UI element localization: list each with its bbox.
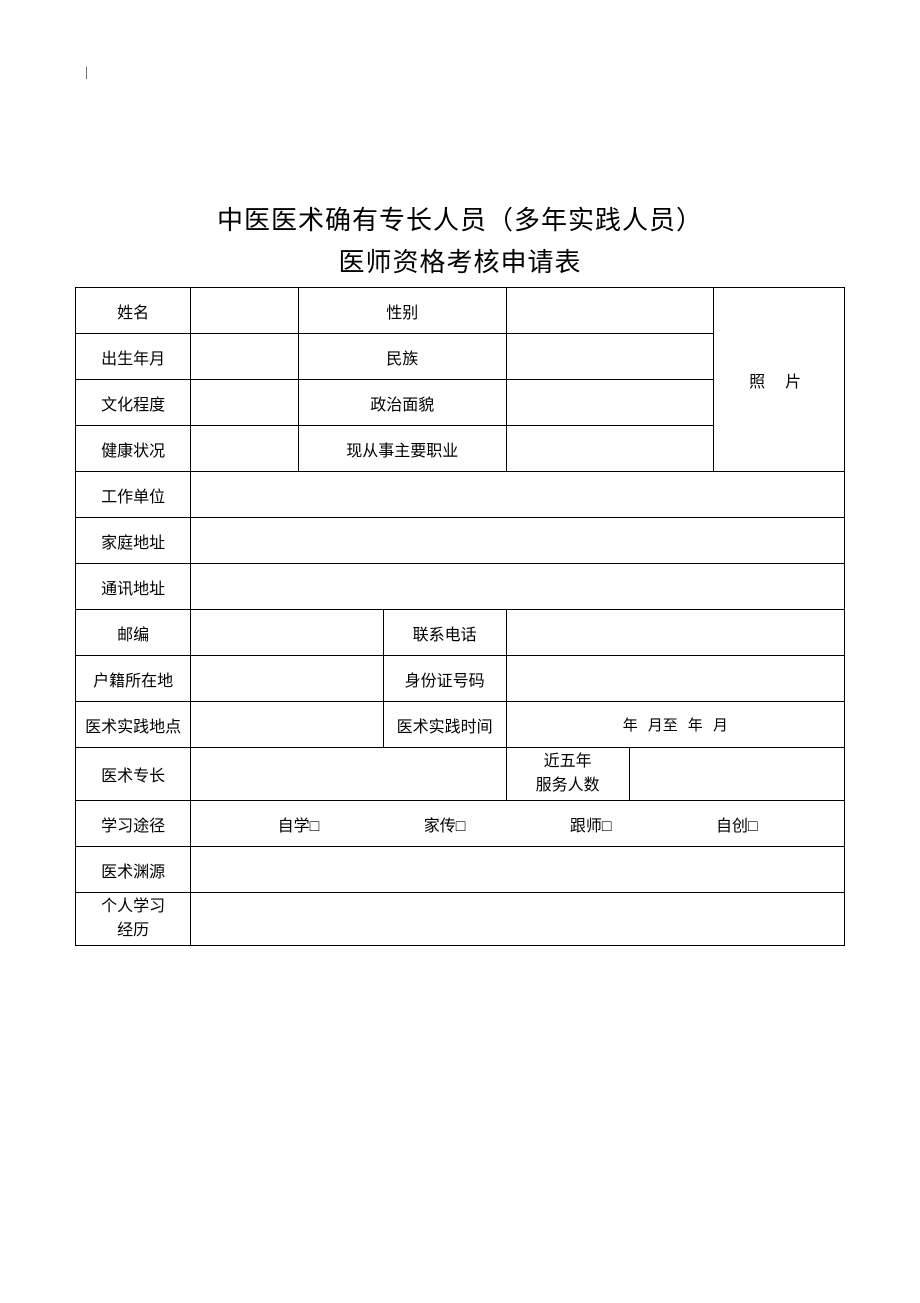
served-count-l1: 近五年 [511, 750, 625, 774]
practice-time-y2: 年 [688, 714, 703, 735]
field-phone[interactable] [506, 610, 844, 656]
field-household[interactable] [191, 656, 383, 702]
field-health[interactable] [191, 426, 299, 472]
label-ethnicity: 民族 [299, 334, 507, 380]
photo-box[interactable]: 照 片 [714, 288, 845, 472]
label-specialty: 医术专长 [76, 748, 191, 801]
field-education[interactable] [191, 380, 299, 426]
practice-time-m2: 月 [713, 714, 728, 735]
field-gender[interactable] [506, 288, 714, 334]
label-gender: 性别 [299, 288, 507, 334]
field-name[interactable] [191, 288, 299, 334]
field-specialty[interactable] [191, 748, 506, 801]
field-postcode[interactable] [191, 610, 383, 656]
title-block: 中医医术确有专长人员（多年实践人员） 医师资格考核申请表 [75, 200, 845, 283]
field-practice-time[interactable]: 年 月至 年 月 [506, 702, 844, 748]
label-practice-place: 医术实践地点 [76, 702, 191, 748]
label-home-address: 家庭地址 [76, 518, 191, 564]
personal-study-l2: 经历 [80, 919, 186, 943]
application-form: 姓名 性别 照 片 出生年月 民族 文化程度 政治面貌 健康状况 现从事主要职业… [75, 287, 845, 946]
field-occupation[interactable] [506, 426, 714, 472]
field-learning-path[interactable]: 自学□ 家传□ 跟师□ 自创□ [191, 801, 845, 847]
label-political: 政治面貌 [299, 380, 507, 426]
field-practice-place[interactable] [191, 702, 383, 748]
label-birth: 出生年月 [76, 334, 191, 380]
field-origin[interactable] [191, 847, 845, 893]
label-learning-path: 学习途径 [76, 801, 191, 847]
label-served-count: 近五年 服务人数 [506, 748, 629, 801]
field-work-unit[interactable] [191, 472, 845, 518]
label-mail-address: 通讯地址 [76, 564, 191, 610]
label-practice-time: 医术实践时间 [383, 702, 506, 748]
option-self-create[interactable]: 自创□ [716, 812, 758, 836]
option-master[interactable]: 跟师□ [570, 812, 612, 836]
label-health: 健康状况 [76, 426, 191, 472]
field-personal-study[interactable] [191, 893, 845, 946]
label-personal-study: 个人学习 经历 [76, 893, 191, 946]
field-served-count[interactable] [629, 748, 844, 801]
option-family[interactable]: 家传□ [424, 812, 466, 836]
label-education: 文化程度 [76, 380, 191, 426]
title-line-2: 医师资格考核申请表 [75, 242, 845, 284]
label-work-unit: 工作单位 [76, 472, 191, 518]
field-ethnicity[interactable] [506, 334, 714, 380]
label-postcode: 邮编 [76, 610, 191, 656]
label-origin: 医术渊源 [76, 847, 191, 893]
field-home-address[interactable] [191, 518, 845, 564]
practice-time-m1: 月至 [648, 714, 678, 735]
field-mail-address[interactable] [191, 564, 845, 610]
label-id-number: 身份证号码 [383, 656, 506, 702]
served-count-l2: 服务人数 [511, 774, 625, 798]
field-political[interactable] [506, 380, 714, 426]
personal-study-l1: 个人学习 [80, 895, 186, 919]
field-id-number[interactable] [506, 656, 844, 702]
label-household: 户籍所在地 [76, 656, 191, 702]
label-occupation: 现从事主要职业 [299, 426, 507, 472]
field-birth[interactable] [191, 334, 299, 380]
option-self-study[interactable]: 自学□ [278, 812, 320, 836]
cursor-mark: | [85, 65, 88, 81]
label-phone: 联系电话 [383, 610, 506, 656]
title-line-1: 中医医术确有专长人员（多年实践人员） [75, 200, 845, 242]
practice-time-y1: 年 [623, 714, 638, 735]
label-name: 姓名 [76, 288, 191, 334]
